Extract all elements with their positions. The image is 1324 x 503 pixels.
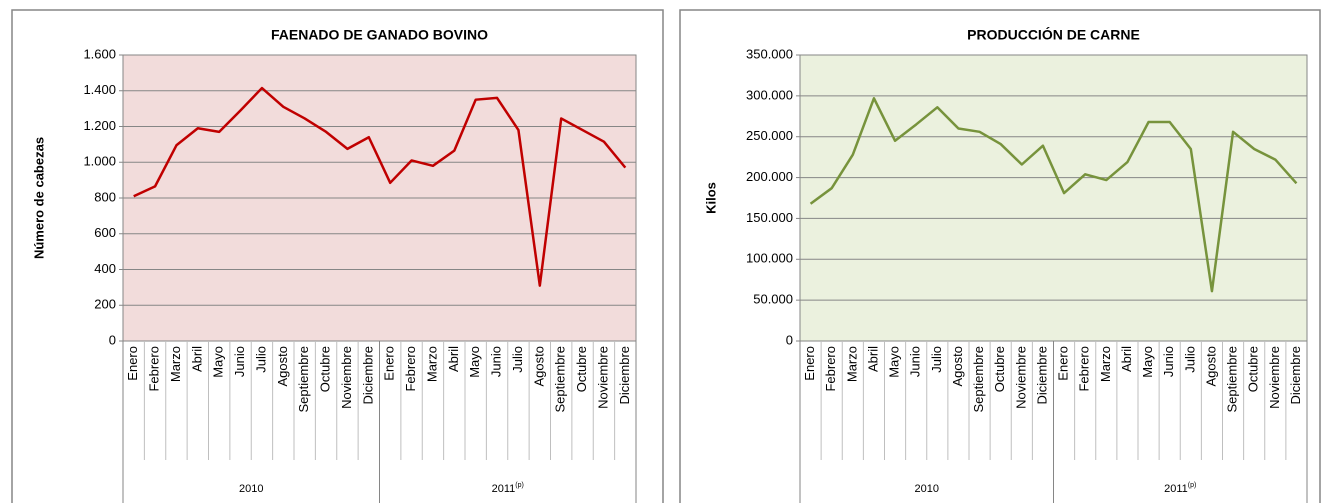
x-tick-label: Octubre bbox=[574, 346, 589, 392]
y-tick-label: 1.400 bbox=[83, 82, 116, 97]
series-line bbox=[133, 86, 627, 287]
x-tick-label: Enero bbox=[1056, 346, 1071, 381]
x-tick-label: Enero bbox=[382, 346, 397, 381]
chart-title: FAENADO DE GANADO BOVINO bbox=[271, 27, 488, 43]
group-label-superscript: (p) bbox=[515, 482, 524, 489]
y-tick-label: 1.200 bbox=[83, 118, 116, 133]
y-tick-label: 200 bbox=[94, 297, 116, 312]
x-tick-label: Junio bbox=[908, 346, 923, 377]
y-tick-label: 350.000 bbox=[746, 46, 793, 61]
x-tick-label: Agosto bbox=[275, 346, 290, 386]
x-tick-label: Junio bbox=[232, 346, 247, 377]
y-tick-label: 1.600 bbox=[83, 46, 116, 61]
x-tick-label: Enero bbox=[125, 346, 140, 381]
y-tick-label: 800 bbox=[94, 189, 116, 204]
x-tick-label: Mayo bbox=[887, 346, 902, 378]
x-tick-label: Julio bbox=[1182, 346, 1197, 373]
plot-area bbox=[799, 54, 1308, 342]
group-label-text: 2011 bbox=[1164, 483, 1188, 495]
x-tick-label: Mayo bbox=[467, 346, 482, 378]
x-tick-label: Enero bbox=[802, 346, 817, 381]
x-tick-label: Diciembre bbox=[617, 346, 632, 405]
group-label-text: 2011 bbox=[492, 483, 516, 495]
x-tick-label: Agosto bbox=[950, 346, 965, 386]
series-line bbox=[809, 97, 1298, 293]
x-tick-label: Julio bbox=[510, 346, 525, 373]
x-tick-label: Octubre bbox=[992, 346, 1007, 392]
x-tick-label: Marzo bbox=[844, 346, 859, 382]
y-tick-label: 300.000 bbox=[746, 87, 793, 102]
y-tick-label: 600 bbox=[94, 225, 116, 240]
x-tick-label: Noviembre bbox=[339, 346, 354, 409]
x-tick-label: Noviembre bbox=[595, 346, 610, 409]
x-tick-label: Mayo bbox=[1140, 346, 1155, 378]
group-label: 2011(p) bbox=[492, 482, 524, 495]
x-tick-label: Diciembre bbox=[1288, 346, 1303, 405]
x-tick-label: Junio bbox=[489, 346, 504, 377]
x-tick-label: Febrero bbox=[403, 346, 418, 392]
group-label: 2011(p) bbox=[1164, 482, 1196, 495]
x-tick-label: Noviembre bbox=[1013, 346, 1028, 409]
y-tick-label: 50.000 bbox=[753, 292, 793, 307]
y-tick-label: 0 bbox=[786, 332, 793, 347]
x-tick-label: Abril bbox=[1119, 346, 1134, 372]
x-tick-label: Agosto bbox=[1203, 346, 1218, 386]
group-label: 2010 bbox=[915, 483, 939, 495]
x-tick-label: Marzo bbox=[424, 346, 439, 382]
group-label-text: 2010 bbox=[239, 483, 263, 495]
y-tick-label: 200.000 bbox=[746, 169, 793, 184]
group-label-superscript: (p) bbox=[1188, 482, 1197, 489]
y-tick-label: 150.000 bbox=[746, 210, 793, 225]
x-tick-label: Julio bbox=[253, 346, 268, 373]
x-tick-label: Septiembre bbox=[296, 346, 311, 412]
x-tick-label: Octubre bbox=[318, 346, 333, 392]
x-tick-label: Abril bbox=[865, 346, 880, 372]
x-tick-label: Julio bbox=[929, 346, 944, 373]
x-tick-label: Junio bbox=[1161, 346, 1176, 377]
x-tick-label: Marzo bbox=[1098, 346, 1113, 382]
x-tick-label: Febrero bbox=[147, 346, 162, 392]
x-tick-label: Septiembre bbox=[553, 346, 568, 412]
x-tick-label: Marzo bbox=[168, 346, 183, 382]
x-tick-label: Agosto bbox=[531, 346, 546, 386]
x-tick-label: Septiembre bbox=[1225, 346, 1240, 412]
x-tick-label: Diciembre bbox=[1034, 346, 1049, 405]
y-tick-label: 400 bbox=[94, 261, 116, 276]
y-tick-label: 0 bbox=[109, 332, 116, 347]
x-tick-label: Abril bbox=[446, 346, 461, 372]
y-axis-title: Número de cabezas bbox=[31, 137, 46, 259]
chart-title: PRODUCCIÓN DE CARNE bbox=[967, 26, 1140, 43]
x-tick-label: Febrero bbox=[1077, 346, 1092, 392]
y-tick-label: 100.000 bbox=[746, 251, 793, 266]
x-tick-label: Abril bbox=[189, 346, 204, 372]
x-tick-label: Octubre bbox=[1246, 346, 1261, 392]
y-axis-title: Kilos bbox=[703, 182, 718, 214]
y-tick-label: 1.000 bbox=[83, 154, 116, 169]
x-tick-label: Mayo bbox=[211, 346, 226, 378]
x-tick-label: Febrero bbox=[823, 346, 838, 392]
group-label: 2010 bbox=[239, 483, 263, 495]
x-tick-label: Septiembre bbox=[971, 346, 986, 412]
x-tick-label: Noviembre bbox=[1267, 346, 1282, 409]
y-tick-label: 250.000 bbox=[746, 128, 793, 143]
group-label-text: 2010 bbox=[915, 483, 939, 495]
x-tick-label: Diciembre bbox=[360, 346, 375, 405]
